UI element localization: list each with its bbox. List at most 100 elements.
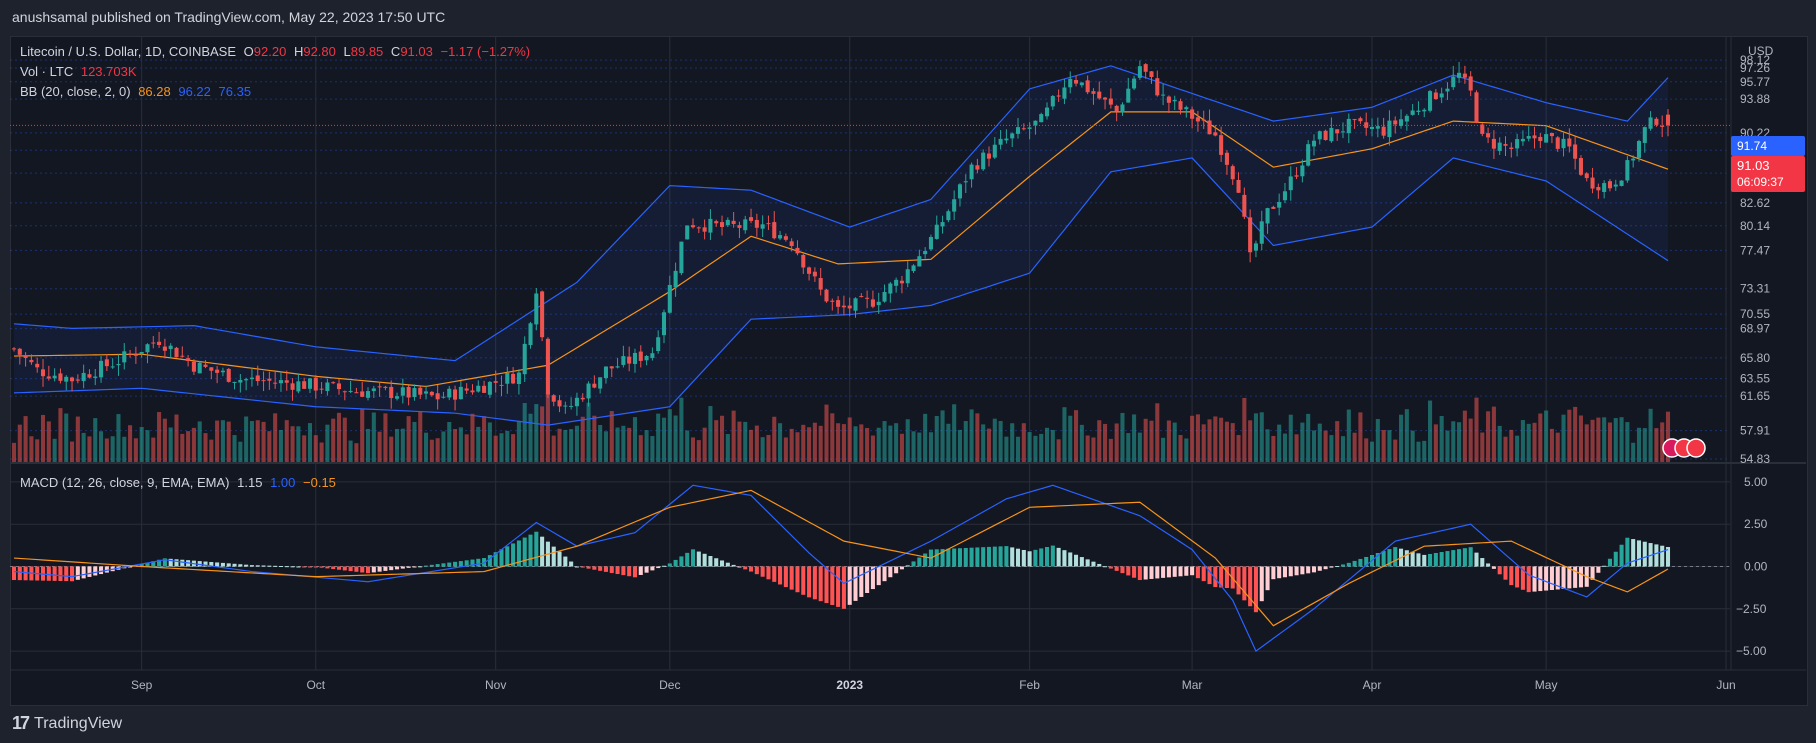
volume-bar	[1393, 439, 1398, 462]
volume-bar	[1665, 411, 1671, 462]
macd-hist-bar	[1317, 566, 1322, 571]
macd-label: MACD (12, 26, close, 9, EMA, EMA)	[20, 475, 230, 490]
volume-bar	[220, 420, 225, 462]
macd-hist-bar	[1143, 566, 1148, 580]
bb-lower-line	[13, 157, 1669, 426]
candle-body	[133, 354, 138, 356]
volume-bar	[319, 442, 324, 462]
macd-hist-bar	[1433, 552, 1438, 567]
macd-hist-bar	[313, 566, 318, 568]
candle-body	[35, 363, 40, 368]
candle-body	[174, 347, 179, 358]
candle-body	[1410, 110, 1415, 115]
candle-body	[1665, 114, 1671, 126]
candle-body	[986, 153, 992, 159]
bb-basis-value: 86.28	[138, 84, 171, 99]
candle-body	[975, 165, 980, 170]
candle-body	[313, 377, 318, 391]
macd-hist-bar	[1236, 566, 1241, 595]
volume-bar	[1340, 436, 1346, 462]
currency-label: USD	[1748, 44, 1774, 58]
macd-hist-bar	[1097, 563, 1102, 567]
macd-hist-bar	[1282, 566, 1287, 578]
candle-body	[278, 380, 283, 384]
macd-hist-bar	[952, 548, 957, 567]
bb-basis-line	[13, 111, 1669, 388]
time-tick-label: Oct	[306, 678, 325, 692]
macd-hist-bar	[609, 566, 614, 573]
volume-legend[interactable]: Vol · LTC 123.703K	[20, 64, 141, 79]
macd-hist-bar	[1137, 566, 1142, 581]
chart-frame[interactable]	[10, 36, 1808, 706]
macd-hist-bar	[1416, 553, 1421, 567]
macd-hist-bar	[865, 566, 870, 594]
macd-hist-bar	[969, 547, 974, 567]
macd-hist-bar	[1439, 552, 1444, 567]
volume-bar	[1277, 424, 1282, 462]
volume-bar	[354, 443, 359, 462]
macd-hist-bar	[290, 566, 295, 568]
candle-body	[836, 300, 841, 307]
macd-hist-bar	[1596, 566, 1601, 573]
macd-hist-bar	[249, 565, 254, 567]
candle-body	[226, 368, 231, 382]
volume-bar	[476, 426, 481, 462]
candle-body	[766, 223, 771, 225]
macd-hist-bar	[1636, 540, 1642, 567]
candle-body	[1230, 166, 1235, 180]
volume-bar	[1219, 417, 1224, 462]
macd-hist-bar	[1161, 566, 1166, 578]
macd-hist-bar	[1422, 554, 1427, 567]
candle-body	[1549, 132, 1554, 137]
candle-body	[534, 293, 539, 325]
volume-bar	[139, 427, 144, 462]
candle-body	[1062, 87, 1067, 99]
candle-body	[1300, 165, 1305, 177]
candle-body	[1015, 127, 1021, 134]
price-tick-label: 54.83	[1740, 452, 1770, 466]
macd-hist-bar	[981, 547, 986, 567]
symbol-legend[interactable]: Litecoin / U.S. Dollar, 1D, COINBASE O92…	[20, 44, 534, 59]
macd-hist-bar	[679, 556, 684, 567]
volume-bar	[232, 435, 237, 462]
macd-hist-bar	[975, 547, 980, 567]
macd-hist-bar	[1195, 566, 1200, 579]
candle-body	[679, 241, 684, 274]
volume-bar	[116, 414, 121, 462]
candle-body	[365, 391, 371, 398]
macd-hist-bar	[1515, 566, 1520, 588]
candle-body	[760, 224, 765, 229]
candle-body	[1335, 129, 1340, 134]
candle-body	[128, 353, 133, 355]
macd-hist-bar	[818, 566, 823, 602]
candle-body	[934, 224, 939, 239]
macd-hist-bar	[371, 566, 376, 573]
volume-bar	[40, 414, 46, 462]
volume-bar	[1253, 413, 1258, 462]
macd-hist-bar	[650, 566, 655, 571]
macd-hist-bar	[1021, 549, 1026, 567]
macd-legend[interactable]: MACD (12, 26, close, 9, EMA, EMA) 1.15 1…	[20, 475, 340, 490]
volume-bar	[522, 403, 527, 462]
brand[interactable]: 17 TradingView	[12, 713, 122, 734]
volume-bar	[934, 416, 939, 462]
bb-legend[interactable]: BB (20, close, 2, 0) 86.28 96.22 76.35	[20, 84, 255, 99]
volume-bar	[1161, 437, 1166, 462]
candle-body	[1457, 72, 1462, 78]
candle-body	[429, 391, 434, 396]
candle-body	[615, 366, 620, 368]
volume-bar	[812, 422, 817, 462]
volume-bar	[679, 397, 684, 462]
candle-body	[1317, 131, 1322, 140]
volume-bar	[1503, 436, 1508, 462]
volume-bar	[1027, 432, 1032, 462]
macd-hist-bar	[215, 562, 220, 567]
candle-body	[186, 358, 191, 362]
macd-hist-bar	[244, 564, 249, 567]
volume-bar	[290, 426, 295, 462]
macd-hist-bar	[754, 566, 759, 575]
event-flags-icon	[1662, 438, 1706, 458]
macd-hist-bar	[1503, 566, 1508, 580]
candle-body	[778, 235, 783, 239]
